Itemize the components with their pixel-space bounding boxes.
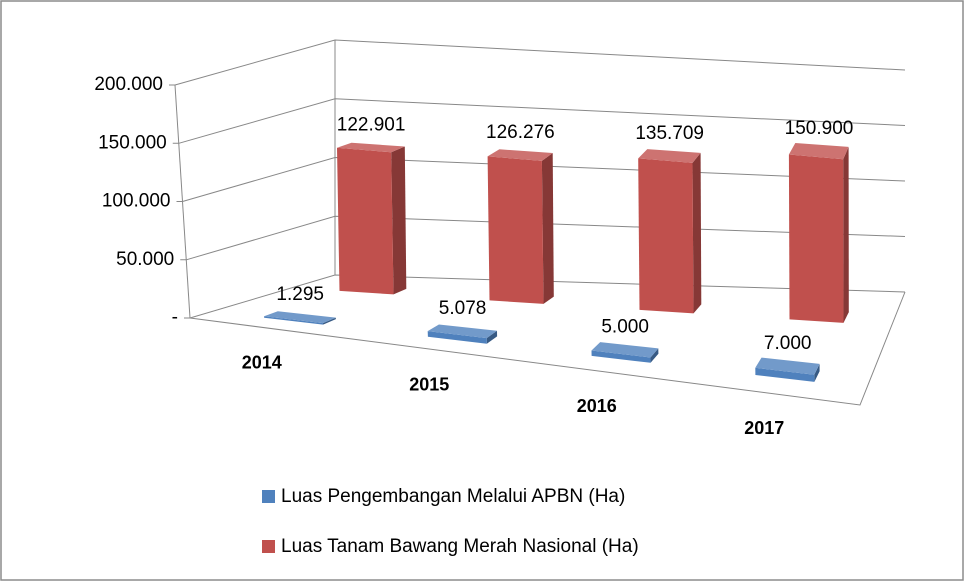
bar-front: [638, 158, 694, 314]
value-label: 150.900: [785, 118, 854, 139]
bar-side: [843, 146, 849, 323]
bar-front: [591, 350, 651, 363]
bar: [427, 324, 498, 344]
bar: [788, 143, 849, 323]
bar-top: [337, 142, 405, 153]
bar-top: [427, 324, 497, 339]
bar-top: [755, 357, 820, 375]
bar-side: [486, 330, 498, 344]
bar-side: [692, 152, 702, 314]
value-label: 5.078: [439, 298, 487, 319]
bar-front: [788, 154, 844, 323]
y-axis: [174, 84, 191, 319]
bar-top: [264, 311, 336, 324]
bar-top: [638, 149, 701, 163]
bar-side: [323, 317, 336, 325]
legend-swatch: [262, 490, 275, 503]
x-tick-label: 2017: [744, 418, 784, 438]
value-label: 135.709: [635, 123, 704, 144]
value-label: 126.276: [486, 122, 555, 143]
bar: [638, 149, 702, 314]
floor-edge: [189, 291, 906, 406]
y-tick-label: 100.000: [102, 191, 171, 212]
bar-side: [814, 363, 820, 382]
bar-front: [337, 147, 394, 295]
x-tick-label: 2016: [577, 396, 617, 416]
value-label: 5.000: [601, 317, 649, 338]
bar: [264, 311, 336, 325]
y-tick-label: 150.000: [98, 132, 167, 153]
y-tick-label: 200.000: [94, 74, 163, 95]
bar-top: [487, 149, 553, 161]
x-tick-label: 2014: [242, 353, 282, 373]
bar: [755, 357, 820, 382]
bar: [591, 342, 659, 363]
bar-front: [755, 367, 815, 382]
y-tick-label: 50.000: [116, 249, 174, 270]
value-label: 7.000: [764, 333, 812, 354]
legend-label: Luas Pengembangan Melalui APBN (Ha): [281, 486, 625, 507]
bar-top: [788, 143, 849, 160]
bar-side: [541, 153, 554, 304]
bar-side: [650, 348, 659, 363]
bar-front: [427, 331, 487, 344]
bar: [487, 149, 554, 304]
bar-top: [591, 342, 659, 358]
legend-label: Luas Tanam Bawang Merah Nasional (Ha): [281, 536, 639, 557]
bar-front: [264, 316, 324, 325]
bar: [337, 142, 407, 295]
bar-side: [391, 146, 407, 295]
value-label: 1.295: [276, 284, 324, 305]
value-label: 122.901: [337, 114, 406, 135]
y-tick-label: -: [172, 307, 178, 328]
bar-front: [487, 156, 544, 304]
x-tick-label: 2015: [409, 374, 449, 394]
legend-swatch: [262, 540, 275, 553]
